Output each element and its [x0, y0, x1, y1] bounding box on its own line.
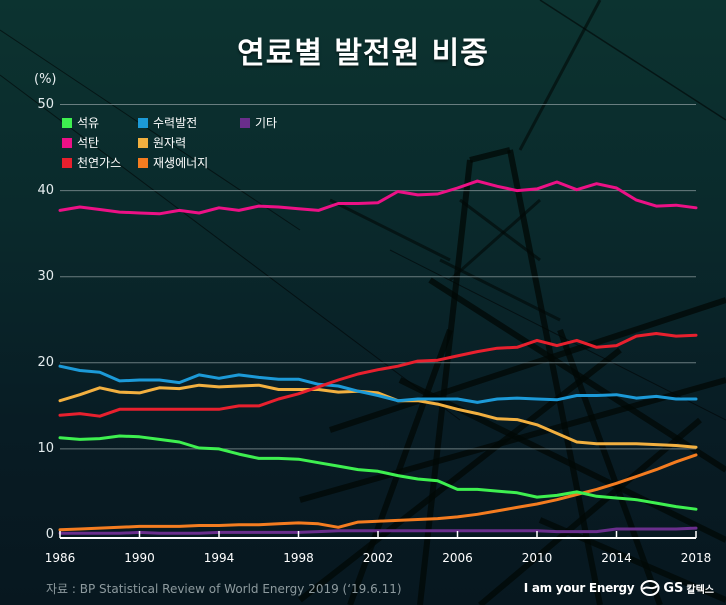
x-tick-label: 2018	[680, 551, 712, 565]
series-line	[58, 364, 698, 404]
x-tick-label: 1986	[44, 551, 76, 565]
x-tick-label: 1998	[283, 551, 314, 565]
x-tick-label: 2010	[521, 551, 553, 565]
legend-swatch-natural-gas	[62, 157, 72, 168]
y-tick-label: 50	[37, 97, 54, 112]
legend-label: 원자력	[153, 136, 187, 150]
legend-item-hydro: 수력발전	[138, 114, 197, 131]
chart-title: 연료별 발전원 비중	[237, 36, 489, 71]
y-tick-label: 30	[37, 269, 54, 284]
x-tick-label: 1994	[203, 551, 235, 565]
y-tick-label: 0	[45, 527, 54, 542]
legend-item-nuclear: 원자력	[138, 134, 186, 151]
x-tick-label: 1990	[124, 551, 155, 565]
series-line	[58, 453, 698, 532]
legend-swatch-renewables	[138, 157, 148, 168]
y-tick-label: 40	[37, 183, 54, 198]
legend-item-oil: 석유	[62, 114, 99, 131]
gs-caltex-logo: GS 칼텍스	[640, 580, 714, 596]
y-tick-label: 10	[37, 441, 54, 456]
brand-slogan: I am your Energy	[523, 581, 635, 595]
y-axis-unit-label: (%)	[34, 72, 57, 87]
y-tick-label: 20	[37, 355, 54, 370]
legend-swatch-other	[240, 117, 250, 128]
series-line	[58, 383, 698, 449]
legend-label: 석유	[77, 116, 100, 130]
legend-label: 재생에너지	[153, 156, 209, 170]
legend-swatch-oil	[62, 117, 72, 128]
x-tick-label: 2014	[601, 551, 632, 565]
series-line	[58, 179, 698, 216]
legend-swatch-nuclear	[138, 137, 148, 148]
legend-label: 석탄	[77, 136, 100, 150]
brand-logo-subtext: 칼텍스	[686, 584, 714, 596]
legend-label: 기타	[255, 116, 278, 130]
series-line	[58, 526, 698, 535]
legend-item-renewables: 재생에너지	[138, 154, 208, 171]
legend-swatch-hydro	[138, 117, 148, 128]
data-series	[58, 179, 698, 535]
gs-logo-icon	[640, 580, 660, 596]
x-tick-label: 2002	[362, 551, 394, 565]
x-axis	[59, 531, 697, 539]
source-note: 자료 : BP Statistical Review of World Ener…	[46, 582, 402, 596]
legend-label: 수력발전	[153, 116, 198, 130]
series-line	[58, 434, 698, 511]
brand-footer: I am your Energy GS 칼텍스	[524, 580, 714, 596]
legend-item-coal: 석탄	[62, 134, 99, 151]
legend-swatch-coal	[62, 137, 72, 148]
x-tick-label: 2006	[442, 551, 473, 565]
legend-label: 천연가스	[77, 156, 122, 170]
brand-logo-text: GS	[663, 580, 684, 596]
legend-item-natural-gas: 천연가스	[62, 154, 121, 171]
series-line	[58, 332, 698, 418]
gridlines	[60, 104, 696, 450]
legend-item-other: 기타	[240, 114, 277, 131]
